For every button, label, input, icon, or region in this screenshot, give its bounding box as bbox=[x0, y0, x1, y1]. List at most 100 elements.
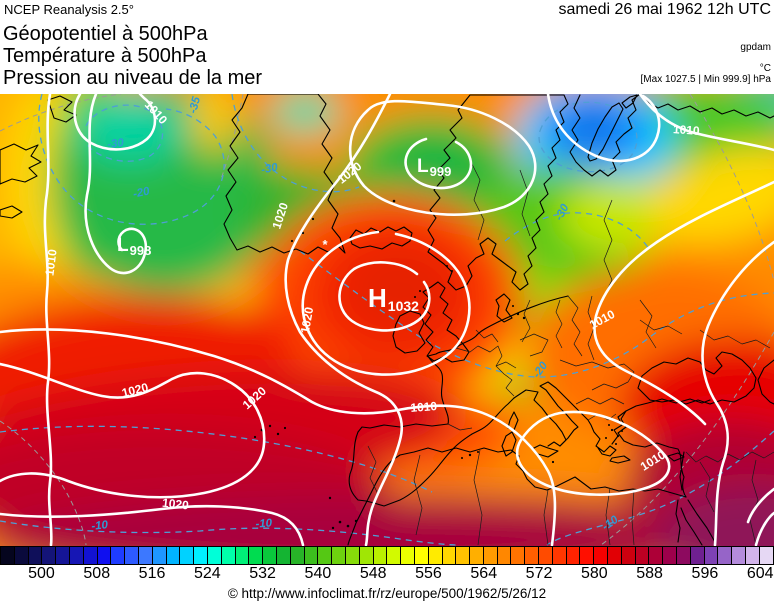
colorbar-cell bbox=[82, 547, 97, 564]
colorbar-cell bbox=[1, 547, 14, 564]
colorbar-cell bbox=[275, 547, 290, 564]
colorbar-cell bbox=[662, 547, 677, 564]
colorbar-tick: 596 bbox=[691, 565, 719, 582]
colorbar-tick: 548 bbox=[359, 565, 387, 582]
colorbar-cell bbox=[220, 547, 235, 564]
colorbar-cell bbox=[607, 547, 621, 564]
graticule-lines bbox=[0, 94, 774, 546]
isobar-contours bbox=[0, 94, 774, 546]
colorbar-tick: 580 bbox=[580, 565, 608, 582]
colorbar-cell bbox=[372, 547, 387, 564]
colorbar-cell bbox=[648, 547, 663, 564]
geopotential-field bbox=[0, 94, 774, 546]
isobar-value-label: 1020 bbox=[120, 380, 150, 400]
unit-maxmin-hpa: [Max 1027.5 | Min 999.9] hPa bbox=[640, 74, 771, 85]
param-geopotential: Géopotentiel à 500hPa bbox=[3, 23, 208, 45]
colorbar-cell bbox=[331, 547, 345, 564]
colorbar-cell bbox=[703, 547, 718, 564]
param-temperature: Température à 500hPa bbox=[3, 45, 207, 67]
colorbar-cell bbox=[400, 547, 414, 564]
colorbar-cell bbox=[717, 547, 732, 564]
colorbar-cell bbox=[262, 547, 276, 564]
colorbar-cell bbox=[124, 547, 138, 564]
colorbar-cell bbox=[620, 547, 635, 564]
colorbar-cell bbox=[469, 547, 483, 564]
colorbar-cell bbox=[386, 547, 401, 564]
colorbar-cell bbox=[110, 547, 125, 564]
colorbar-cell bbox=[482, 547, 497, 564]
colorbar-cell bbox=[289, 547, 304, 564]
colorbar-tick: 532 bbox=[249, 565, 276, 582]
colorbar-cell bbox=[317, 547, 332, 564]
colorbar-tick: 588 bbox=[636, 565, 663, 582]
colorbar-cell bbox=[358, 547, 373, 564]
country-borders bbox=[367, 159, 774, 546]
temperature-value-label: -35 bbox=[187, 95, 203, 115]
colorbar-cell bbox=[193, 547, 207, 564]
isobar-value-label: 1010 bbox=[42, 248, 59, 277]
colorbar-cell bbox=[441, 547, 456, 564]
credit-link[interactable]: © http://www.infoclimat.fr/rz/europe/500… bbox=[227, 586, 547, 601]
colorbar-cell bbox=[41, 547, 56, 564]
colorbar-tick-labels: 500 508 516 524 532 540 548 556 564 572 580 588 596 6… bbox=[0, 565, 774, 584]
colorbar-tick: 500 bbox=[28, 565, 55, 582]
colorbar-tick: 516 bbox=[138, 565, 166, 582]
colorbar-cell bbox=[151, 547, 166, 564]
colorbar-cell bbox=[413, 547, 428, 564]
colorbar-cell bbox=[27, 547, 42, 564]
colorbar-cell bbox=[179, 547, 194, 564]
colorbar-cell bbox=[731, 547, 746, 564]
temperature-value-label: -30 bbox=[107, 137, 126, 151]
colorbar-cell bbox=[745, 547, 759, 564]
colorbar-cell bbox=[510, 547, 525, 564]
colorbar-cell bbox=[593, 547, 608, 564]
colorbar-cell bbox=[303, 547, 318, 564]
unit-celsius: °C bbox=[759, 63, 771, 74]
param-mslp: Pression au niveau de la mer bbox=[3, 67, 263, 89]
colorbar-tick: 564 bbox=[470, 565, 498, 582]
colorbar-tick: 508 bbox=[83, 565, 111, 582]
colorbar-cell bbox=[96, 547, 111, 564]
colorbar-cell bbox=[496, 547, 511, 564]
temperature-value-label: -20 bbox=[132, 185, 151, 200]
valid-datetime: samedi 26 mai 1962 12h UTC bbox=[558, 1, 771, 18]
colorbar-tick: 604 bbox=[746, 565, 774, 582]
isobar-value-label: 1020 bbox=[161, 496, 189, 513]
isobar-value-label: 1020 bbox=[298, 306, 316, 335]
pressure-center-h: H1032 bbox=[368, 283, 419, 314]
credit-footer: © http://www.infoclimat.fr/rz/europe/500… bbox=[0, 586, 774, 601]
temperature-value-label: -10 bbox=[91, 519, 109, 533]
colorbar-cell bbox=[676, 547, 690, 564]
colorbar-cell bbox=[165, 547, 180, 564]
colorbar-cell bbox=[524, 547, 539, 564]
colorbar-cell bbox=[206, 547, 221, 564]
colorbar-cell bbox=[234, 547, 249, 564]
pressure-center-l: L999 bbox=[417, 156, 451, 179]
colorbar-tick: 524 bbox=[193, 565, 221, 582]
temperature-value-label: -30 bbox=[260, 162, 279, 177]
colorbar-tick: 556 bbox=[415, 565, 442, 582]
colorbar-cell bbox=[68, 547, 83, 564]
colorbar-cell bbox=[455, 547, 470, 564]
colorbar-cell bbox=[137, 547, 152, 564]
model-title: NCEP Reanalysis 2.5° bbox=[4, 2, 134, 17]
max-pressure-marker: * bbox=[322, 237, 328, 252]
colorbar-cell bbox=[13, 547, 28, 564]
colorbar-cell bbox=[55, 547, 69, 564]
temperature-value-label: -10 bbox=[255, 517, 273, 530]
isobar-value-label: 1010 bbox=[410, 399, 438, 415]
colorbar-cell bbox=[538, 547, 552, 564]
unit-gpdam: gpdam bbox=[740, 42, 771, 53]
pressure-center-l: L998 bbox=[117, 235, 151, 258]
geopotential-colorbar bbox=[0, 546, 774, 565]
colorbar-cell bbox=[758, 547, 773, 564]
colorbar-cell bbox=[344, 547, 359, 564]
colorbar-cell bbox=[551, 547, 566, 564]
colorbar-cell bbox=[248, 547, 263, 564]
isobar-value-label: 1010 bbox=[672, 122, 700, 138]
colorbar-cell bbox=[689, 547, 704, 564]
colorbar-tick: 540 bbox=[304, 565, 332, 582]
colorbar-tick: 572 bbox=[525, 565, 553, 582]
